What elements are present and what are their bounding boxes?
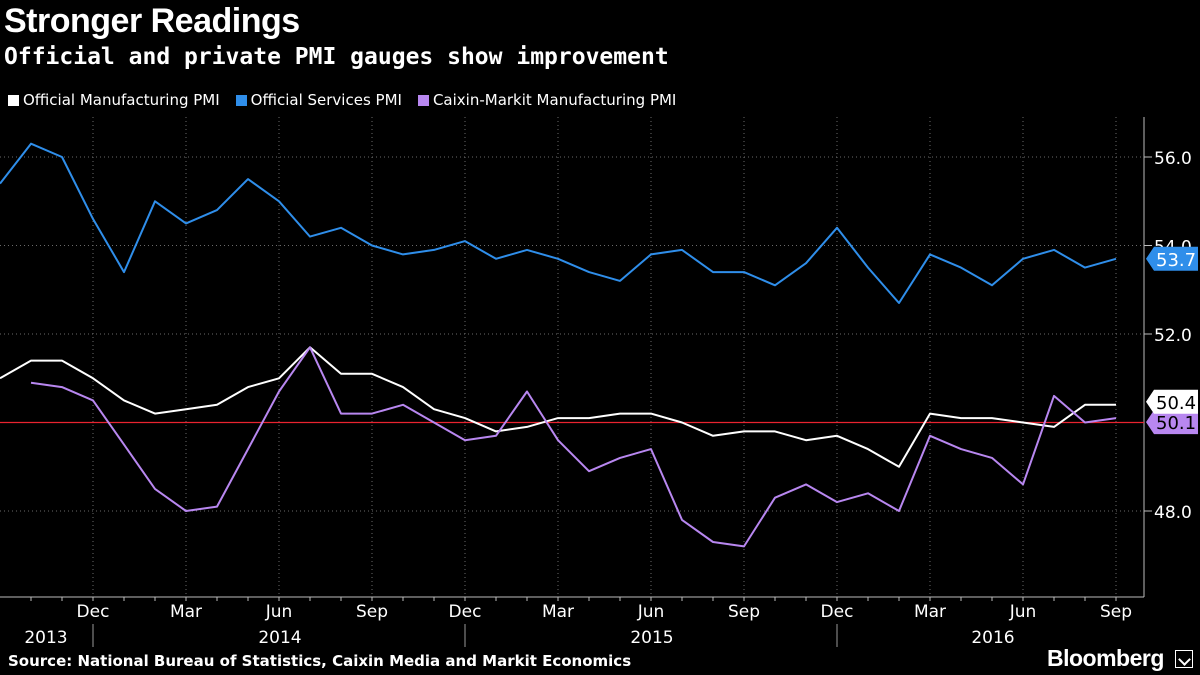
end-label-official-services-tag (1146, 246, 1198, 271)
chart-legend: Official Manufacturing PMI Official Serv… (8, 91, 676, 109)
x-tick-label: Dec (821, 602, 854, 622)
x-tick-label: Sep (356, 602, 388, 622)
legend-item-caixin: Caixin-Markit Manufacturing PMI (417, 91, 677, 109)
chart-subtitle: Official and private PMI gauges show imp… (4, 44, 669, 70)
end-label-official-manufacturing-tag (1146, 389, 1198, 414)
chart-title: Stronger Readings (4, 2, 300, 40)
year-label: 2015 (630, 628, 673, 648)
y-tick-label: 48.0 (1154, 503, 1192, 523)
legend-item-official-services: Official Services PMI (235, 91, 402, 109)
official-manufacturing-line (0, 346, 1116, 468)
x-tick-label: Jun (265, 602, 293, 622)
x-tick-label: Mar (542, 602, 574, 622)
x-tick-label: Dec (449, 602, 482, 622)
end-label-official-services: 53.7 (1156, 250, 1196, 271)
x-tick-label: Mar (914, 602, 946, 622)
x-tick-label: Mar (170, 602, 202, 622)
end-label-caixin-tag (1146, 410, 1198, 435)
legend-swatch-caixin (417, 94, 429, 106)
x-tick-label: Jun (637, 602, 665, 622)
legend-label-official-services: Official Services PMI (250, 91, 402, 109)
official-services-line (0, 142, 1117, 304)
x-tick-label: Jun (1009, 602, 1037, 622)
year-label: 2016 (971, 628, 1014, 648)
legend-swatch-official-manufacturing (8, 94, 19, 106)
year-label: 2014 (258, 628, 301, 648)
x-tick-label: Sep (728, 602, 760, 622)
y-tick-label: 52.0 (1154, 326, 1192, 346)
legend-swatch-official-services (235, 94, 247, 106)
caixin-line (30, 346, 1117, 548)
legend-item-official-manufacturing: Official Manufacturing PMI (8, 91, 220, 109)
y-tick-label: 56.0 (1154, 149, 1192, 169)
source-note: Source: National Bureau of Statistics, C… (8, 652, 632, 670)
legend-label-caixin: Caixin-Markit Manufacturing PMI (432, 91, 677, 109)
bloomberg-logo: Bloomberg (1047, 645, 1164, 671)
end-label-caixin: 50.1 (1156, 413, 1196, 434)
x-tick-label: Dec (77, 602, 110, 622)
legend-label-official-manufacturing: Official Manufacturing PMI (23, 91, 220, 109)
x-tick-label: Sep (1100, 602, 1132, 622)
year-label: 2013 (24, 628, 67, 648)
bloomberg-logo-icon (1175, 650, 1193, 668)
end-label-official-manufacturing: 50.4 (1156, 393, 1196, 414)
